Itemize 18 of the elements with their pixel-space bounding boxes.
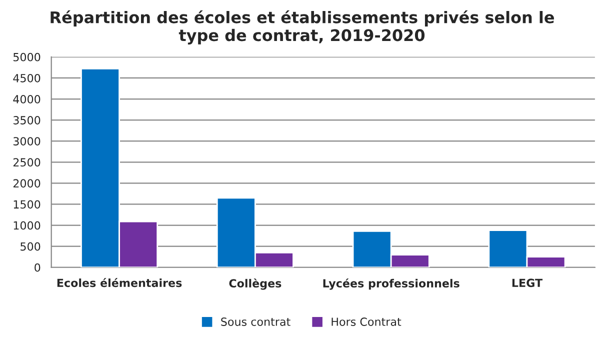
y-tick-label: 5000 [14,52,40,62]
legend-label: Hors Contrat [332,318,402,326]
y-tick-label: 4500 [13,74,40,82]
y-tick-label: 4000 [13,94,40,104]
y-tick-label: 1000 [14,221,40,230]
y-tick-label: 3000 [13,137,40,146]
y-tick-label: 2500 [13,158,40,167]
y-tick-label: 0 [34,263,40,272]
x-tick-label: Lycées professionnels [323,278,460,290]
chart-title: Répartition des écoles et établissements privés selon le type de contrat, 2019-2020 [50,10,554,44]
x-tick-label: Ecoles élémentaires [57,278,182,288]
x-tick-label: Collèges [229,278,282,290]
y-tick-label: 1500 [14,200,40,209]
y-tick-label: 500 [20,242,40,251]
legend-label: Sous contrat [221,318,290,326]
x-tick-label: LEGT [512,278,543,288]
y-tick-label: 2000 [13,179,40,188]
y-tick-label: 3500 [13,116,40,124]
